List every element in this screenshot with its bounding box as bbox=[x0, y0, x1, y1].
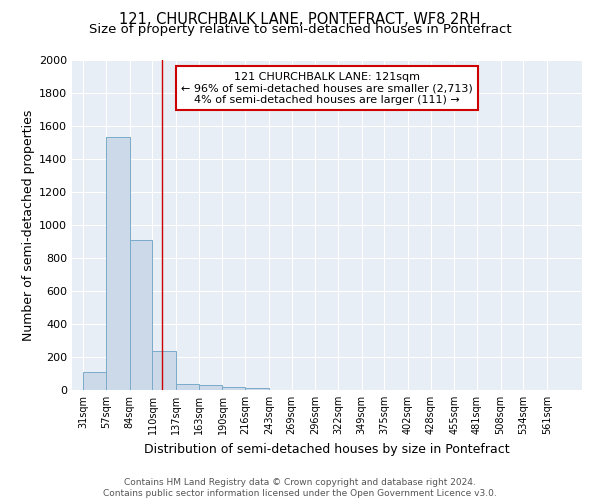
Bar bbox=[130, 240, 152, 390]
Text: 121, CHURCHBALK LANE, PONTEFRACT, WF8 2RH: 121, CHURCHBALK LANE, PONTEFRACT, WF8 2R… bbox=[119, 12, 481, 28]
X-axis label: Distribution of semi-detached houses by size in Pontefract: Distribution of semi-detached houses by … bbox=[144, 442, 510, 456]
Bar bbox=[83, 372, 106, 390]
Bar bbox=[245, 388, 269, 390]
Bar bbox=[106, 136, 130, 390]
Bar bbox=[152, 351, 176, 390]
Text: Contains HM Land Registry data © Crown copyright and database right 2024.
Contai: Contains HM Land Registry data © Crown c… bbox=[103, 478, 497, 498]
Bar bbox=[223, 386, 245, 390]
Bar bbox=[176, 384, 199, 390]
Text: 121 CHURCHBALK LANE: 121sqm
← 96% of semi-detached houses are smaller (2,713)
4%: 121 CHURCHBALK LANE: 121sqm ← 96% of sem… bbox=[181, 72, 473, 105]
Y-axis label: Number of semi-detached properties: Number of semi-detached properties bbox=[22, 110, 35, 340]
Text: Size of property relative to semi-detached houses in Pontefract: Size of property relative to semi-detach… bbox=[89, 22, 511, 36]
Bar bbox=[199, 385, 223, 390]
